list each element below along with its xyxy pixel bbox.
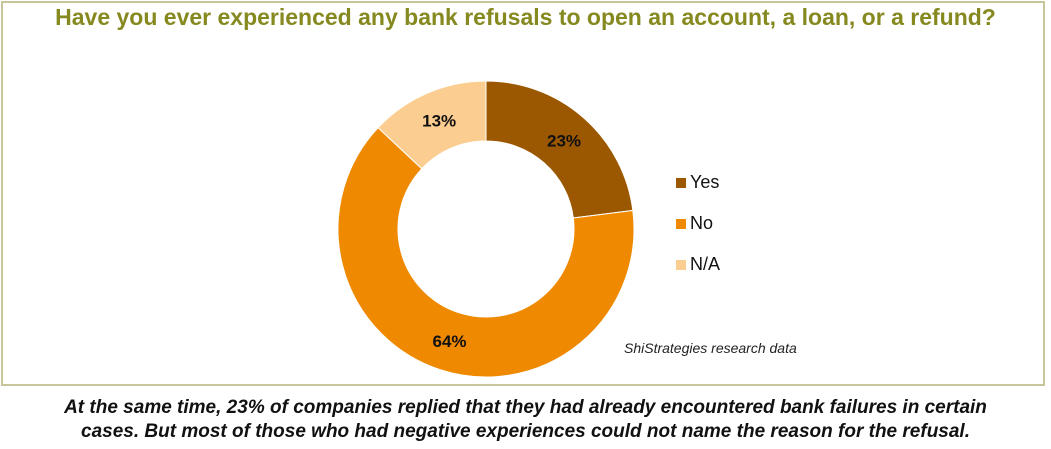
data-label: 64%	[433, 332, 467, 351]
legend-swatch	[676, 218, 686, 229]
caption-line: At the same time, 23% of companies repli…	[64, 397, 987, 418]
legend-swatch	[676, 177, 686, 188]
chart-title: Have you ever experienced any bank refus…	[55, 4, 996, 30]
legend-item-yes: Yes	[676, 172, 719, 193]
data-label: 13%	[422, 112, 456, 131]
source-note: ShiStrategies research data	[624, 340, 797, 356]
donut-slice-no	[337, 126, 635, 378]
legend-label: No	[690, 213, 714, 233]
legend-item-na: N/A	[676, 254, 720, 275]
legend-label: Yes	[690, 172, 720, 192]
caption-line: cases. But most of those who had negativ…	[81, 421, 970, 442]
donut-slice-na	[377, 80, 487, 170]
data-label: 23%	[547, 131, 581, 150]
legend-label: N/A	[690, 254, 721, 274]
caption: At the same time, 23% of companies repli…	[0, 396, 1051, 444]
donut-slice-yes	[485, 80, 634, 219]
chart-border	[1, 1, 1045, 386]
legend-item-no: No	[676, 213, 713, 234]
legend-swatch	[676, 259, 686, 270]
